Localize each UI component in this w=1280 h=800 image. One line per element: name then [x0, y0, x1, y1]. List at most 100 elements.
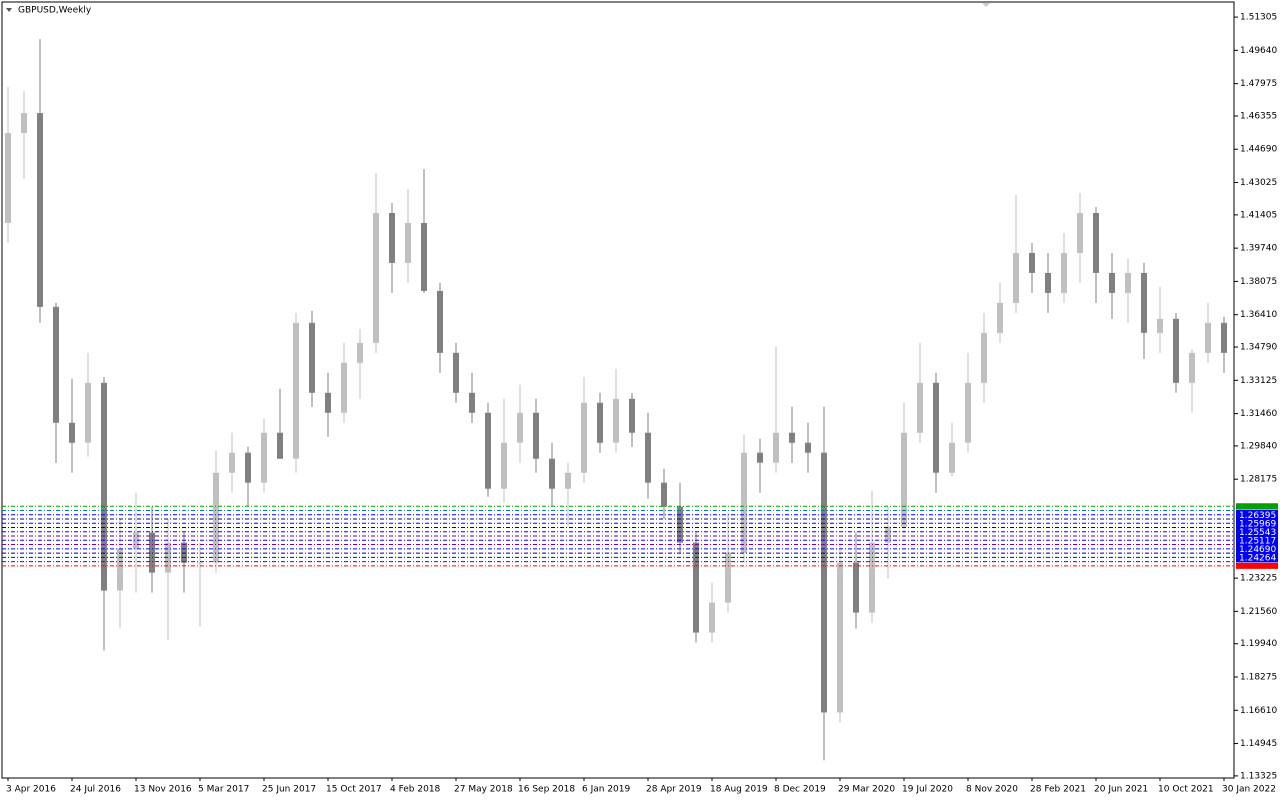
level-box [1236, 552, 1278, 563]
x-tick-label: 16 Sep 2018 [518, 785, 575, 795]
candle-body [117, 548, 123, 591]
x-tick-label: 27 May 2018 [454, 785, 513, 795]
candle-body [341, 362, 347, 413]
candle-body [1141, 272, 1147, 333]
x-tick-label: 6 Jan 2019 [582, 785, 630, 795]
candle-body [709, 602, 715, 633]
y-tick-label: 1.34790 [1240, 343, 1277, 353]
candle-body [645, 432, 651, 483]
level-label: 1.25969 [1239, 519, 1276, 529]
candle-body [245, 452, 251, 483]
candle-body [1045, 272, 1051, 293]
candle-body [1189, 352, 1195, 383]
y-tick-label: 1.44690 [1240, 145, 1277, 155]
candle-body [533, 412, 539, 459]
candle-body [1173, 318, 1179, 383]
candle-body [821, 452, 827, 713]
x-tick-label: 29 Mar 2020 [838, 785, 895, 795]
candle-body [517, 412, 523, 443]
level-label: 1.25117 [1239, 536, 1276, 546]
y-tick-label: 1.23225 [1240, 574, 1277, 584]
y-tick-label: 1.28175 [1240, 475, 1277, 485]
level-box [1236, 543, 1278, 554]
candle-body [869, 542, 875, 613]
candle-body [1029, 252, 1035, 273]
candle-body [837, 562, 843, 713]
level-label: 1.24690 [1239, 545, 1276, 555]
x-tick-label: 24 Jul 2016 [70, 785, 121, 795]
candle-body [757, 452, 763, 463]
x-tick-label: 28 Feb 2021 [1030, 785, 1086, 795]
y-tick-label: 1.38075 [1240, 277, 1277, 287]
candle-body [421, 222, 427, 291]
candle-body [1013, 252, 1019, 303]
level-box [1236, 509, 1278, 520]
y-tick-label: 1.33125 [1240, 376, 1277, 386]
x-tick-label: 28 Apr 2019 [646, 785, 702, 795]
candle-body [485, 412, 491, 489]
level-label: 1.24264 [1239, 553, 1276, 563]
candle-body [677, 506, 683, 543]
x-tick-label: 4 Feb 2018 [390, 785, 441, 795]
title-arrow[interactable] [6, 8, 12, 12]
candle-body [501, 442, 507, 489]
x-tick-label: 10 Oct 2021 [1158, 785, 1214, 795]
y-tick-label: 1.46355 [1240, 111, 1277, 121]
candle-body [1125, 272, 1131, 293]
scroll-marker [982, 3, 990, 7]
y-tick-label: 1.51305 [1240, 13, 1277, 23]
candle-body [661, 482, 667, 507]
x-tick-label: 13 Nov 2016 [134, 785, 192, 795]
y-tick-label: 1.49640 [1240, 46, 1277, 56]
x-tick-label: 30 Jan 2022 [1222, 785, 1276, 795]
candle-body [725, 552, 731, 603]
candle-body [597, 402, 603, 443]
candle-body [917, 382, 923, 433]
candle-body [933, 382, 939, 473]
level-label: 1.25543 [1239, 528, 1276, 538]
y-tick-label: 1.18275 [1240, 673, 1277, 683]
candle-body [53, 306, 59, 423]
x-tick-label: 25 Jun 2017 [262, 785, 316, 795]
candle-body [373, 212, 379, 343]
candle-body [629, 398, 635, 433]
candle-body [133, 532, 139, 549]
candle-body [965, 382, 971, 443]
candle-body [549, 458, 555, 489]
candle-body [741, 452, 747, 553]
y-tick-label: 1.39740 [1240, 244, 1277, 254]
candle-body [405, 222, 411, 263]
y-tick-label: 1.16610 [1240, 706, 1277, 716]
candle-body [213, 472, 219, 563]
candle-body [261, 432, 267, 483]
y-tick-label: 1.47975 [1240, 79, 1277, 89]
candle-body [325, 392, 331, 413]
candle-body [693, 542, 699, 633]
candle-body [469, 392, 475, 413]
candle-body [1093, 212, 1099, 273]
candle-body [21, 113, 27, 134]
x-tick-label: 15 Oct 2017 [326, 785, 382, 795]
candle-body [581, 402, 587, 473]
candle-body [101, 382, 107, 591]
x-tick-label: 8 Dec 2019 [774, 785, 826, 795]
candle-body [1109, 272, 1115, 293]
y-tick-label: 1.13325 [1240, 771, 1277, 781]
candle-body [885, 526, 891, 543]
y-tick-label: 1.21560 [1240, 607, 1277, 617]
level-box [1236, 562, 1278, 569]
level-box [1236, 535, 1278, 546]
level-label: 1.26395 [1239, 511, 1276, 521]
x-tick-label: 19 Jul 2020 [902, 785, 953, 795]
level-box [1236, 526, 1278, 537]
candle-body [1205, 322, 1211, 353]
candle-body [805, 442, 811, 453]
candle-body [85, 382, 91, 443]
candle-body [357, 342, 363, 363]
candle-body [293, 322, 299, 459]
y-tick-label: 1.43025 [1240, 178, 1277, 188]
plot-frame [1, 1, 1235, 779]
y-tick-label: 1.14945 [1240, 739, 1277, 749]
candle-body [1157, 318, 1163, 333]
